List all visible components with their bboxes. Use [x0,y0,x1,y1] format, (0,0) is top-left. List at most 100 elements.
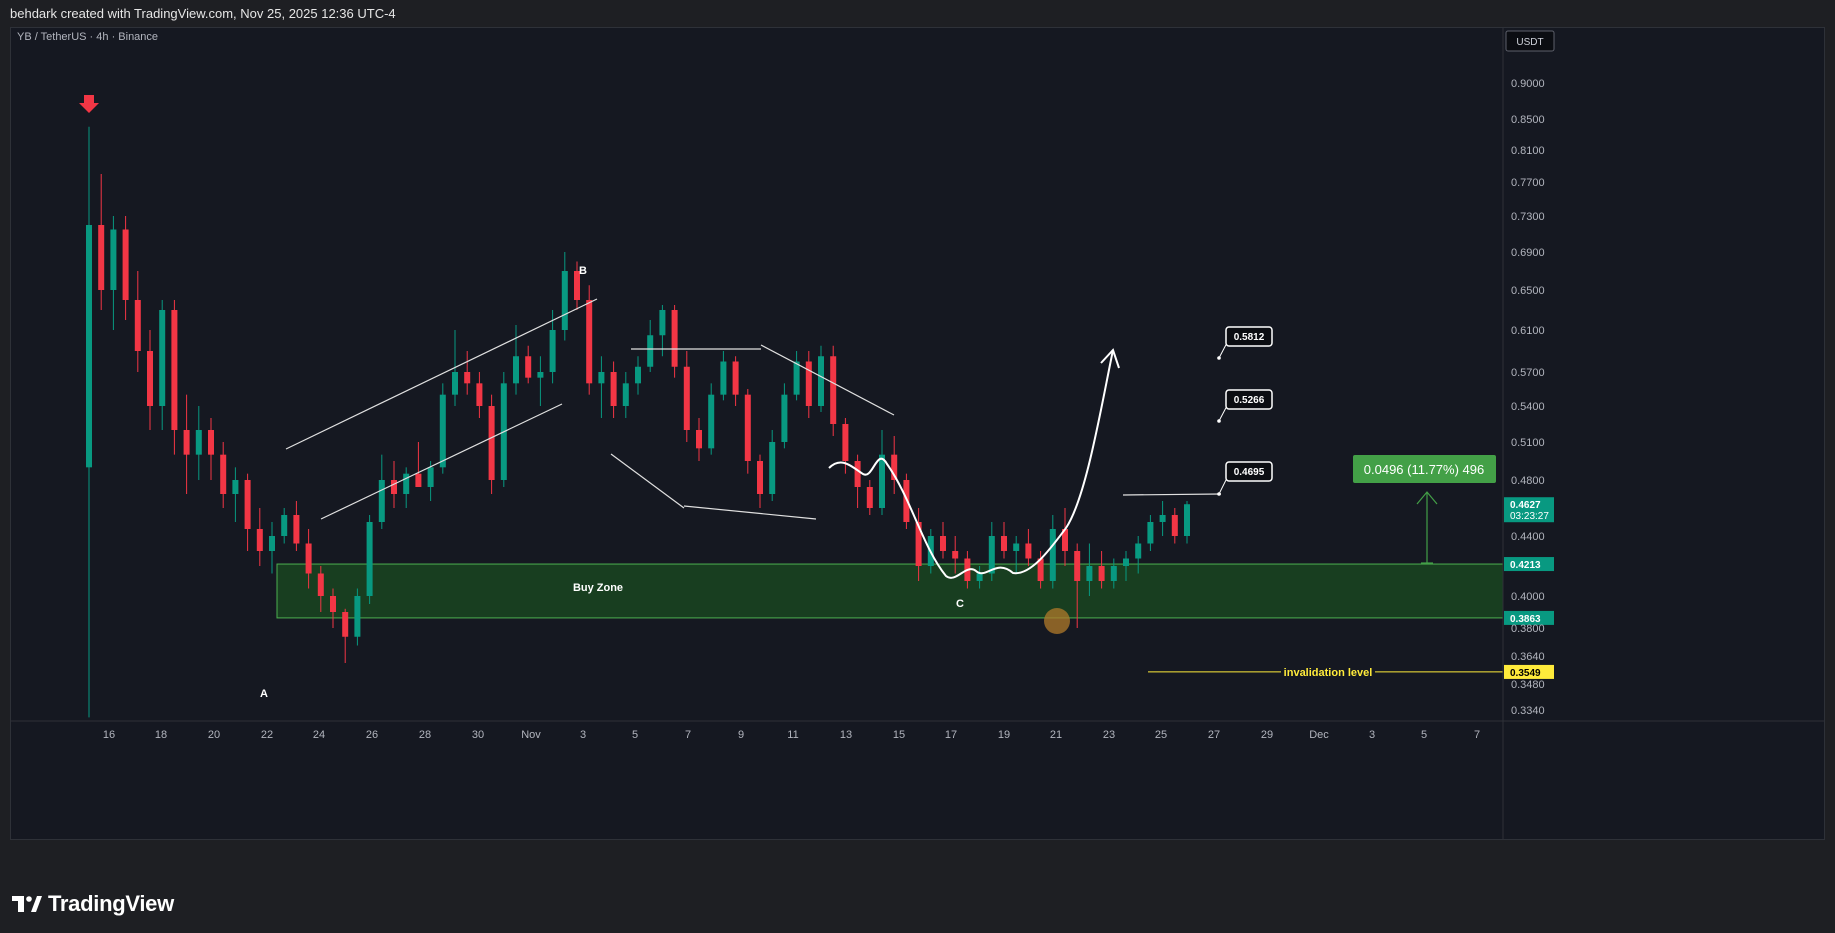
candle-body [1037,558,1044,581]
price-axis-label: 0.6100 [1511,325,1545,337]
time-axis-label: 17 [945,729,957,741]
time-axis-label: 7 [685,729,691,741]
currency-button-label: USDT [1516,37,1543,48]
candle-body [415,473,422,487]
price-axis-label: 0.7700 [1511,177,1545,189]
target-callout-text: 0.4695 [1234,467,1265,478]
projected-path-arrowhead [1100,348,1120,369]
candle-body [671,310,678,367]
candle-body [403,473,410,494]
price-axis-label: 0.4800 [1511,475,1545,487]
target-callout-text: 0.5266 [1234,395,1265,406]
time-axis-label: 22 [261,729,273,741]
candle-body [159,310,166,406]
symbol-label: YB / TetherUS · 4h · Binance [17,31,158,43]
price-axis-label: 0.6900 [1511,247,1545,259]
candle-body [427,467,434,487]
candle-body [769,442,776,494]
target-callout-text: 0.5812 [1234,332,1265,343]
candle-body [598,372,605,384]
candle-body [842,424,849,461]
projected-path-line [828,349,1114,579]
candle-body [378,480,385,522]
candle-body [1049,529,1056,581]
candle-body [976,573,983,581]
candle-body [622,383,629,406]
candle-body [195,430,202,455]
candle-body [940,536,946,551]
candle-body [915,522,922,566]
candle-body [1025,543,1032,559]
price-axis-label: 0.5400 [1511,401,1545,413]
price-axis-label: 0.6500 [1511,285,1545,297]
wedge-lower-line [683,505,817,520]
wave-label-b: B [579,265,587,277]
candle-body [781,394,788,442]
price-tag-value: 0.3863 [1510,614,1541,625]
wave-label-a: A [260,688,268,700]
price-axis-label: 0.8100 [1511,145,1545,157]
candle-body [1110,566,1117,581]
measure-label-box [1353,455,1496,483]
price-axis-label: 0.3340 [1511,705,1545,717]
time-axis-label: 28 [419,729,431,741]
candle-body [86,225,92,468]
wick-low-highlight-circle [1044,608,1070,634]
candle-body [1001,536,1007,551]
candle-body [488,406,495,480]
candle-body [1135,543,1142,559]
time-axis-label: 3 [580,729,586,741]
price-axis-label: 0.8500 [1511,114,1545,126]
price-tag-countdown: 03:23:27 [1510,511,1549,522]
price-chart[interactable]: invalidation level A B C Buy Zone 0.4695 0.526… [11,28,1824,839]
time-axis-label: 18 [155,729,167,741]
time-axis-label: 3 [1369,729,1375,741]
target-level-line [1122,493,1222,496]
red-down-arrow-icon [79,95,99,113]
price-tag-bg [1504,497,1554,523]
time-axis-label: 20 [208,729,220,741]
time-axis-label: 25 [1155,729,1167,741]
candle-body [891,454,898,480]
time-axis-label: 26 [366,729,378,741]
target-callout-dot [1217,492,1221,496]
candle-body [464,372,471,384]
candle-body [561,271,568,330]
measure-label-text: 0.0496 (11.77%) 496 [1364,462,1484,477]
candle-body [1147,522,1154,544]
candle-body [854,461,861,487]
time-axis-label: 9 [738,729,744,741]
candle-body [110,229,117,290]
time-axis-label: 15 [893,729,905,741]
candle-body [134,300,141,351]
candle-body [232,480,239,494]
price-tag-bg [1504,557,1554,572]
time-axis-label: 21 [1050,729,1062,741]
candle-body [513,356,519,384]
chart-frame[interactable]: invalidation level A B C Buy Zone 0.4695 0.526… [10,27,1825,840]
candle-body [281,515,288,536]
price-axis-label: 0.4000 [1511,591,1545,603]
tradingview-logo: TradingView [12,888,174,920]
candle-body [244,480,251,529]
candle-body [988,536,995,574]
candle-body [574,271,580,300]
target-callout-dot [1217,419,1221,423]
candle-body [366,522,373,596]
candle-body [171,310,178,430]
candle-body [208,430,214,455]
candle-body [330,596,336,612]
candle-body [1098,566,1105,581]
time-axis-label: 30 [472,729,484,741]
time-axis-label: 5 [1421,729,1427,741]
candle-body [391,480,397,494]
candle-body [256,529,263,551]
candle-body [818,356,824,406]
candle-body [476,383,483,406]
candle-body [293,515,300,544]
target-callout-box [1225,461,1273,482]
price-axis-label: 0.4400 [1511,531,1545,543]
candle-body [732,361,739,395]
time-axis-label: 19 [998,729,1010,741]
currency-button [1505,30,1555,52]
